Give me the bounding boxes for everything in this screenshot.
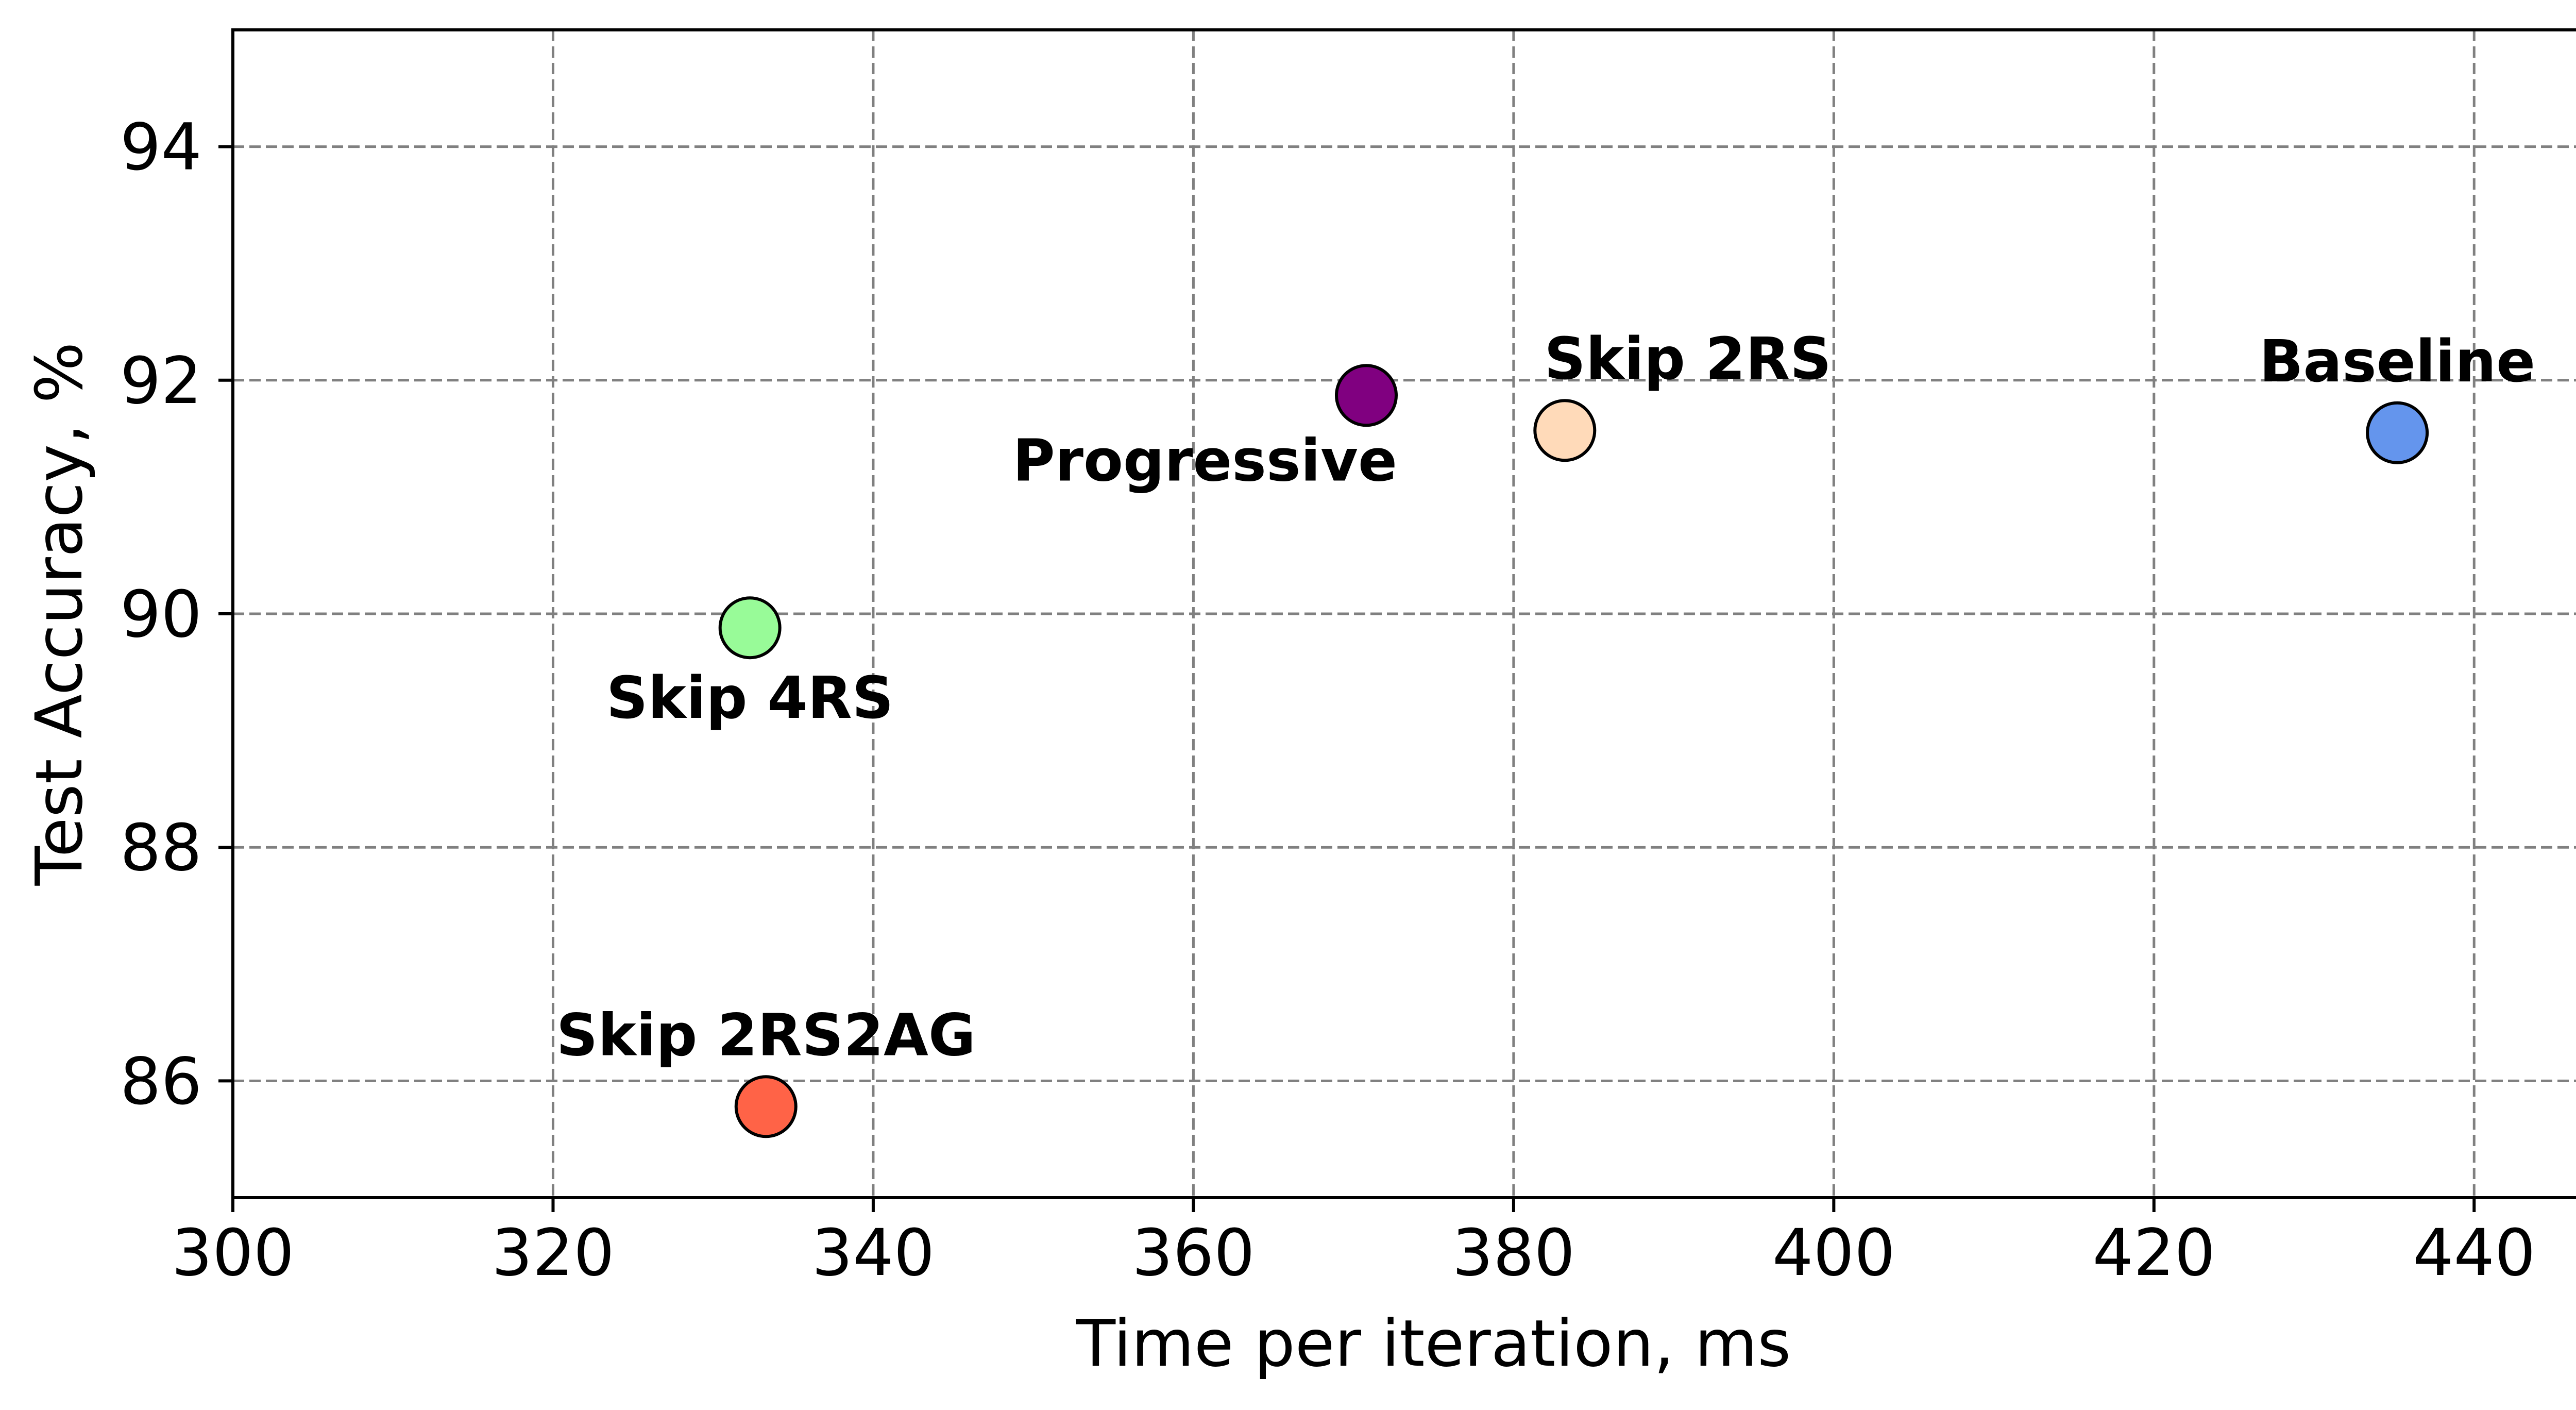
point-label-skip-2rs2ag: Skip 2RS2AG: [556, 1002, 976, 1069]
point-skip-4rs: [718, 596, 782, 660]
axis-ticks: [218, 145, 2476, 1212]
x-tick-label: 320: [492, 1216, 615, 1290]
point-label-baseline: Baseline: [2259, 328, 2535, 395]
x-axis-label: Time per iteration, ms: [1076, 1306, 1791, 1381]
y-tick-label: 92: [120, 344, 202, 418]
y-tick-label: 90: [120, 577, 202, 652]
point-skip-2rs: [1533, 399, 1597, 462]
y-tick-label: 86: [120, 1044, 202, 1119]
plot-frame: [231, 28, 2576, 1199]
x-tick-label: 420: [2093, 1216, 2216, 1290]
x-tick-label: 380: [1452, 1216, 1575, 1290]
tick-labels: 300 320 340 360 380 400 420 440 86 88 90 92 94: [120, 110, 2536, 1290]
data-points: [718, 364, 2429, 1138]
x-tick-label: 440: [2413, 1216, 2536, 1290]
point-skip-2rs2ag: [734, 1075, 798, 1138]
x-tick-label: 300: [172, 1216, 295, 1290]
y-tick-label: 94: [120, 110, 202, 185]
point-progressive: [1334, 364, 1398, 427]
point-label-progressive: Progressive: [1013, 427, 1397, 494]
x-tick-label: 360: [1132, 1216, 1255, 1290]
x-tick-label: 340: [812, 1216, 935, 1290]
x-tick-label: 400: [1772, 1216, 1895, 1290]
point-label-skip-2rs: Skip 2RS: [1544, 326, 1832, 393]
point-labels: Baseline Skip 2RS Progressive Skip 4RS Skip …: [556, 326, 2535, 1069]
point-label-skip-4rs: Skip 4RS: [606, 665, 894, 732]
y-tick-label: 88: [120, 811, 202, 885]
y-axis-label: Test Accuracy, %: [22, 342, 97, 886]
point-baseline: [2366, 401, 2429, 464]
grid-lines: [233, 30, 2576, 1198]
